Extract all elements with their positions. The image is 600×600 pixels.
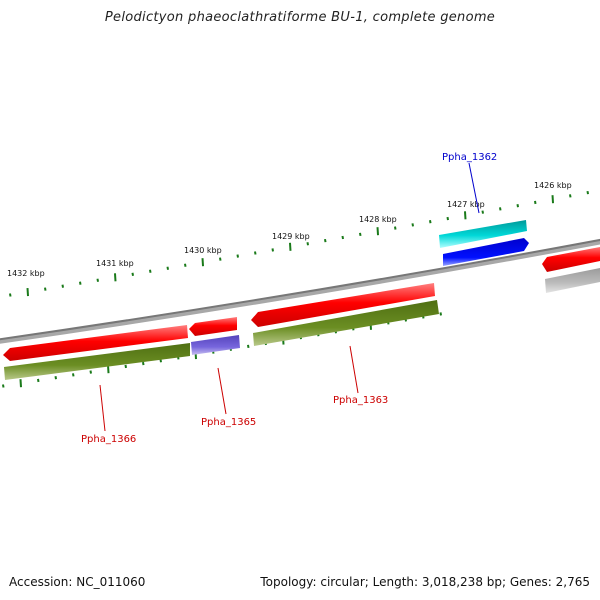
gene-label-ppha-1366[interactable]: Ppha_1366 xyxy=(81,434,136,445)
lower-tick-mark xyxy=(89,370,92,374)
kbp-label-1431: 1431 kbp xyxy=(96,259,134,268)
gene-feature-ppha-1363[interactable] xyxy=(253,300,439,346)
cds-feature-ppha-1366[interactable] xyxy=(3,325,188,361)
upper-tick-mark xyxy=(44,287,47,291)
upper-tick-mark xyxy=(446,216,449,221)
upper-tick-mark xyxy=(306,242,309,246)
gene-feature-ppha-1365[interactable] xyxy=(191,335,240,355)
genome-stats-text: Topology: circular; Length: 3,018,238 bp… xyxy=(260,575,590,589)
upper-tick-mark xyxy=(79,281,82,285)
upper-tick-mark xyxy=(534,200,537,205)
upper-tick-mark xyxy=(184,263,187,267)
upper-tick-mark xyxy=(551,195,554,204)
upper-tick-mark xyxy=(9,293,12,297)
lower-tick-mark xyxy=(247,344,250,349)
lower-tick-mark xyxy=(72,373,75,377)
upper-tick-mark xyxy=(26,288,29,297)
cds-feature-ppha-1365[interactable] xyxy=(189,317,237,336)
leader-line-ppha-1365 xyxy=(217,367,227,415)
kbp-label-1427: 1427 kbp xyxy=(447,200,485,209)
upper-tick-mark xyxy=(149,269,152,273)
upper-tick-mark xyxy=(324,238,327,243)
upper-tick-mark xyxy=(429,220,432,224)
lower-tick-mark xyxy=(142,361,145,366)
lower-tick-mark xyxy=(37,378,40,383)
upper-tick-mark xyxy=(254,251,257,255)
upper-tick-mark xyxy=(236,254,239,258)
cds-feature-right-edge[interactable] xyxy=(542,246,600,272)
upper-tick-mark xyxy=(394,226,397,230)
gene-feature-right-edge[interactable] xyxy=(545,267,600,293)
gene-feature-ppha-1366[interactable] xyxy=(4,343,190,380)
leader-line-ppha-1362 xyxy=(468,162,480,214)
upper-tick-mark xyxy=(464,211,467,220)
upper-tick-mark xyxy=(61,284,64,288)
upper-tick-mark xyxy=(481,210,484,214)
gene-label-ppha-1363[interactable]: Ppha_1363 xyxy=(333,395,388,406)
kbp-label-1430: 1430 kbp xyxy=(184,246,222,255)
upper-tick-mark xyxy=(96,278,99,282)
leader-line-ppha-1366 xyxy=(99,384,106,432)
upper-tick-mark xyxy=(271,248,274,252)
genome-backbone-shade xyxy=(0,238,600,341)
upper-tick-mark xyxy=(341,235,344,240)
upper-tick-mark xyxy=(114,273,117,282)
upper-tick-mark xyxy=(411,223,414,227)
upper-tick-mark xyxy=(131,272,134,276)
upper-tick-mark xyxy=(201,258,204,267)
upper-tick-mark xyxy=(289,242,292,251)
lower-tick-mark xyxy=(439,312,442,316)
lower-tick-mark xyxy=(19,379,22,388)
accession-text: Accession: NC_011060 xyxy=(9,575,146,589)
upper-tick-mark xyxy=(166,266,169,270)
kbp-label-1432: 1432 kbp xyxy=(7,269,45,278)
lower-tick-mark xyxy=(124,364,127,369)
gene-feature-ppha-1362[interactable] xyxy=(439,220,527,248)
upper-tick-mark xyxy=(516,203,519,208)
upper-tick-mark xyxy=(376,227,379,236)
genome-title: Pelodictyon phaeoclathratiforme BU-1, co… xyxy=(104,10,496,25)
upper-tick-row xyxy=(9,190,589,297)
upper-tick-mark xyxy=(359,232,362,237)
kbp-label-1429: 1429 kbp xyxy=(272,232,310,241)
upper-tick-mark xyxy=(586,190,589,195)
gene-label-ppha-1362[interactable]: Ppha_1362 xyxy=(442,152,497,163)
cds-feature-ppha-1363[interactable] xyxy=(251,283,435,327)
genome-backbone xyxy=(0,239,600,344)
upper-tick-mark xyxy=(499,207,502,211)
kbp-label-1426: 1426 kbp xyxy=(534,181,572,190)
leader-line-ppha-1363 xyxy=(349,345,359,394)
cds-feature-ppha-1362[interactable] xyxy=(443,238,529,266)
lower-tick-mark xyxy=(54,375,57,380)
lower-tick-mark xyxy=(2,384,5,388)
kbp-label-1428: 1428 kbp xyxy=(359,215,397,224)
upper-tick-mark xyxy=(569,194,572,198)
upper-tick-mark xyxy=(219,257,222,261)
gene-label-ppha-1365[interactable]: Ppha_1365 xyxy=(201,417,256,428)
